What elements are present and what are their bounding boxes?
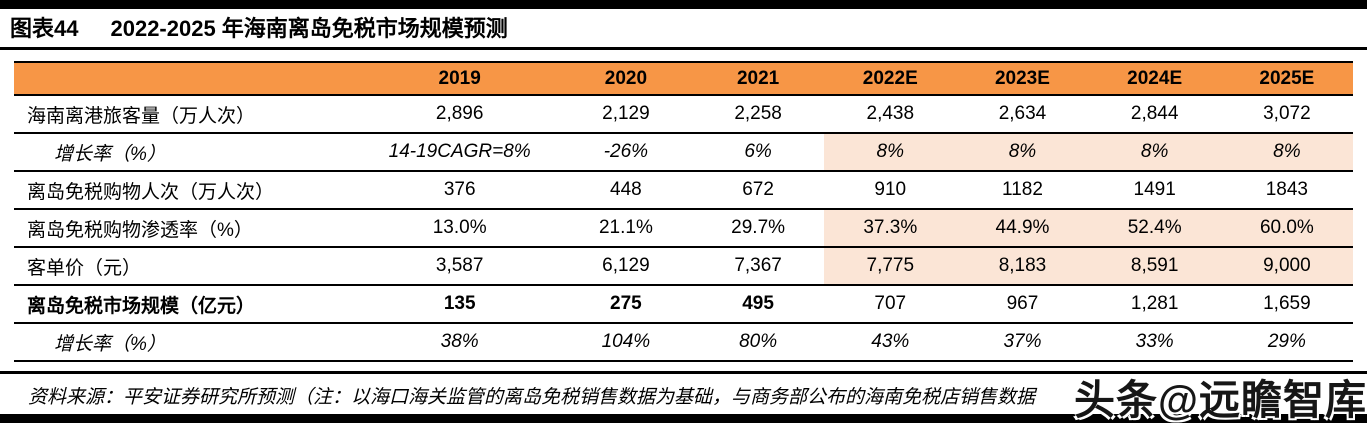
- row-label: 增长率（%）: [14, 323, 360, 363]
- table-cell: 1491: [1088, 171, 1221, 211]
- table-cell: 3,072: [1220, 95, 1353, 135]
- table-cell: 275: [559, 285, 692, 325]
- footer-rule: [0, 371, 1367, 375]
- row-label: 海南离港旅客量（万人次）: [14, 95, 360, 135]
- top-rule: [0, 0, 1367, 9]
- column-header-2021: 2021: [692, 61, 825, 97]
- figure-title-row: 图表44 2022-2025 年海南离岛免税市场规模预测: [0, 9, 1367, 47]
- figure-title: 2022-2025 年海南离岛免税市场规模预测: [110, 16, 508, 41]
- table-row-passenger-volume: 海南离港旅客量（万人次） 2,896 2,129 2,258 2,438 2,6…: [14, 95, 1353, 135]
- table-cell: 33%: [1088, 323, 1221, 363]
- table-cell: 8%: [1088, 133, 1221, 173]
- table-cell: 9,000: [1220, 247, 1353, 287]
- table-cell: 2,896: [359, 95, 560, 135]
- table-cell: 495: [692, 285, 825, 325]
- table-cell: 672: [692, 171, 825, 211]
- watermark-text: 头条@远瞻智库: [1074, 377, 1367, 423]
- table-cell: 2,258: [692, 95, 825, 135]
- table-row-passenger-growth: 增长率（%） 14-19CAGR=8% -26% 6% 8% 8% 8% 8%: [14, 133, 1353, 173]
- table-cell: 2,634: [956, 95, 1089, 135]
- table-cell: 8,591: [1088, 247, 1221, 287]
- bottom-rule: [0, 414, 1367, 423]
- table-cell: 13.0%: [359, 209, 560, 249]
- table-row-shopper-count: 离岛免税购物人次（万人次） 376 448 672 910 1182 1491 …: [14, 171, 1353, 211]
- table-row-market-growth: 增长率（%） 38% 104% 80% 43% 37% 33% 29%: [14, 323, 1353, 363]
- table-cell: 1,659: [1220, 285, 1353, 325]
- table-row-avg-ticket: 客单价（元） 3,587 6,129 7,367 7,775 8,183 8,5…: [14, 247, 1353, 287]
- table-cell: 7,367: [692, 247, 825, 287]
- table-cell: 2,438: [824, 95, 957, 135]
- column-header-2023e: 2023E: [956, 61, 1089, 97]
- figure-tag: 图表44: [10, 16, 79, 41]
- table-row-market-size: 离岛免税市场规模（亿元） 135 275 495 707 967 1,281 1…: [14, 285, 1353, 325]
- table-cell: 8,183: [956, 247, 1089, 287]
- table-cell: 967: [956, 285, 1089, 325]
- table-cell: 2,844: [1088, 95, 1221, 135]
- table-cell: 8%: [1220, 133, 1353, 173]
- column-header-2022e: 2022E: [824, 61, 957, 97]
- table-cell: 29.7%: [692, 209, 825, 249]
- column-header-2020: 2020: [559, 61, 692, 97]
- column-header-blank: [14, 61, 360, 97]
- table-cell: 37%: [956, 323, 1089, 363]
- table-cell: 6%: [692, 133, 825, 173]
- table-cell: -26%: [559, 133, 692, 173]
- forecast-table: 2019 2020 2021 2022E 2023E 2024E 2025E 海…: [14, 61, 1353, 363]
- table-cell: 910: [824, 171, 957, 211]
- table-cell: 29%: [1220, 323, 1353, 363]
- table-cell: 8%: [956, 133, 1089, 173]
- table-cell: 7,775: [824, 247, 957, 287]
- source-note: 资料来源：平安证券研究所预测（注：以海口海关监管的离岛免税销售数据为基础，与商务…: [28, 387, 1036, 409]
- table-cell: 707: [824, 285, 957, 325]
- table-cell: 1,281: [1088, 285, 1221, 325]
- table-cell: 135: [359, 285, 560, 325]
- table-cell: 8%: [824, 133, 957, 173]
- column-header-2019: 2019: [359, 61, 560, 97]
- table-cell: 14-19CAGR=8%: [359, 133, 560, 173]
- table-cell: 1843: [1220, 171, 1353, 211]
- column-header-2025e: 2025E: [1220, 61, 1353, 97]
- row-label: 离岛免税购物渗透率（%）: [14, 209, 360, 249]
- table-cell: 3,587: [359, 247, 560, 287]
- table-cell: 44.9%: [956, 209, 1089, 249]
- table-cell: 448: [559, 171, 692, 211]
- table-cell: 104%: [559, 323, 692, 363]
- table-cell: 60.0%: [1220, 209, 1353, 249]
- table-cell: 2,129: [559, 95, 692, 135]
- row-label: 增长率（%）: [14, 133, 360, 173]
- row-label: 客单价（元）: [14, 247, 360, 287]
- row-label: 离岛免税购物人次（万人次）: [14, 171, 360, 211]
- table-cell: 376: [359, 171, 560, 211]
- header-row: 2019 2020 2021 2022E 2023E 2024E 2025E: [14, 61, 1353, 97]
- table-cell: 80%: [692, 323, 825, 363]
- table-cell: 52.4%: [1088, 209, 1221, 249]
- table-cell: 37.3%: [824, 209, 957, 249]
- table-row-penetration-rate: 离岛免税购物渗透率（%） 13.0% 21.1% 29.7% 37.3% 44.…: [14, 209, 1353, 249]
- table-cell: 6,129: [559, 247, 692, 287]
- table-cell: 38%: [359, 323, 560, 363]
- table-cell: 1182: [956, 171, 1089, 211]
- title-underline: [0, 47, 1367, 51]
- table-cell: 43%: [824, 323, 957, 363]
- table-cell: 21.1%: [559, 209, 692, 249]
- column-header-2024e: 2024E: [1088, 61, 1221, 97]
- row-label: 离岛免税市场规模（亿元）: [14, 285, 360, 325]
